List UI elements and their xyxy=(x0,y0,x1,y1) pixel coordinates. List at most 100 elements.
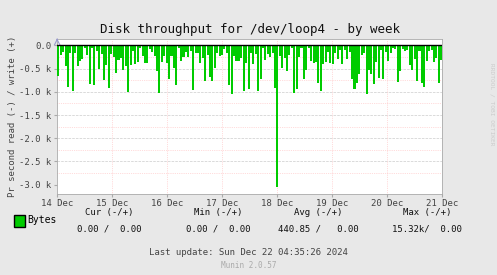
Bar xyxy=(399,45,401,71)
Bar xyxy=(414,45,415,59)
Bar xyxy=(228,45,230,85)
Bar xyxy=(303,45,305,79)
Bar xyxy=(67,45,69,87)
Bar xyxy=(385,45,387,52)
Bar xyxy=(77,45,79,66)
Bar xyxy=(72,45,74,91)
Bar xyxy=(365,45,368,94)
Bar xyxy=(318,45,320,83)
Bar xyxy=(182,45,184,57)
Bar xyxy=(214,45,216,68)
Bar xyxy=(231,45,233,94)
Bar xyxy=(358,45,360,74)
Bar xyxy=(339,45,341,50)
Bar xyxy=(315,45,317,62)
Bar xyxy=(346,45,348,59)
Bar xyxy=(430,45,432,50)
Bar xyxy=(336,45,338,59)
Text: 15.32k/  0.00: 15.32k/ 0.00 xyxy=(393,225,462,234)
Bar xyxy=(142,45,144,56)
Bar xyxy=(125,45,127,66)
Bar xyxy=(428,45,430,51)
Bar xyxy=(293,45,295,93)
Bar xyxy=(159,45,161,92)
Bar xyxy=(122,45,124,70)
Bar xyxy=(421,45,423,83)
Bar xyxy=(243,45,245,91)
Bar xyxy=(248,45,249,89)
Bar xyxy=(370,45,372,75)
Bar xyxy=(411,45,414,70)
Bar xyxy=(180,45,182,61)
Bar xyxy=(322,45,324,64)
Bar xyxy=(423,45,425,87)
Bar xyxy=(327,45,329,52)
Bar xyxy=(199,45,201,63)
Bar xyxy=(163,45,166,56)
Bar xyxy=(325,45,327,62)
Bar xyxy=(137,45,139,62)
Bar xyxy=(192,45,194,90)
Bar xyxy=(190,45,192,51)
Bar xyxy=(57,45,59,76)
Bar xyxy=(271,45,274,53)
Bar xyxy=(219,45,221,56)
Text: Last update: Sun Dec 22 04:35:26 2024: Last update: Sun Dec 22 04:35:26 2024 xyxy=(149,248,348,257)
Bar xyxy=(221,45,223,55)
Text: Max (-/+): Max (-/+) xyxy=(403,208,452,217)
Bar xyxy=(250,45,252,53)
Bar xyxy=(187,45,189,57)
Bar xyxy=(127,45,129,92)
Bar xyxy=(204,45,206,81)
Bar xyxy=(156,45,158,71)
Bar xyxy=(211,45,213,81)
Bar xyxy=(264,45,266,60)
Bar xyxy=(224,45,226,49)
Bar xyxy=(330,45,331,63)
Bar xyxy=(110,45,112,54)
Bar xyxy=(105,45,107,65)
Bar xyxy=(438,45,440,83)
Text: 0.00 /  0.00: 0.00 / 0.00 xyxy=(77,225,142,234)
Bar xyxy=(382,45,384,79)
Bar xyxy=(409,45,411,65)
Bar xyxy=(353,45,355,89)
Text: Min (-/+): Min (-/+) xyxy=(194,208,243,217)
Bar xyxy=(226,45,228,53)
Bar xyxy=(236,45,238,61)
Title: Disk throughput for /dev/loop4 - by week: Disk throughput for /dev/loop4 - by week xyxy=(100,23,400,36)
Bar xyxy=(173,45,175,68)
Bar xyxy=(139,45,141,48)
Bar xyxy=(440,45,442,60)
Bar xyxy=(62,45,64,52)
Bar xyxy=(378,45,380,78)
Bar xyxy=(161,45,163,62)
Bar xyxy=(259,45,261,79)
Bar xyxy=(65,45,67,66)
Bar xyxy=(197,45,199,53)
Text: 440.85 /   0.00: 440.85 / 0.00 xyxy=(278,225,358,234)
Bar xyxy=(310,45,312,61)
Bar xyxy=(185,45,187,52)
Bar xyxy=(404,45,406,51)
Bar xyxy=(74,45,76,53)
Bar xyxy=(291,45,293,48)
Bar xyxy=(274,45,276,89)
Bar xyxy=(103,45,105,80)
Bar xyxy=(332,45,334,64)
Bar xyxy=(267,45,269,54)
Bar xyxy=(100,45,103,54)
Bar xyxy=(276,45,278,187)
Bar xyxy=(397,45,399,82)
Bar xyxy=(262,45,264,48)
Bar xyxy=(433,45,435,62)
Bar xyxy=(194,45,197,53)
Bar xyxy=(368,45,370,70)
Bar xyxy=(349,45,351,52)
Bar xyxy=(86,45,88,55)
Bar xyxy=(363,45,365,53)
Bar xyxy=(178,45,180,48)
Bar xyxy=(120,45,122,58)
Bar xyxy=(149,45,151,49)
Bar xyxy=(175,45,177,86)
